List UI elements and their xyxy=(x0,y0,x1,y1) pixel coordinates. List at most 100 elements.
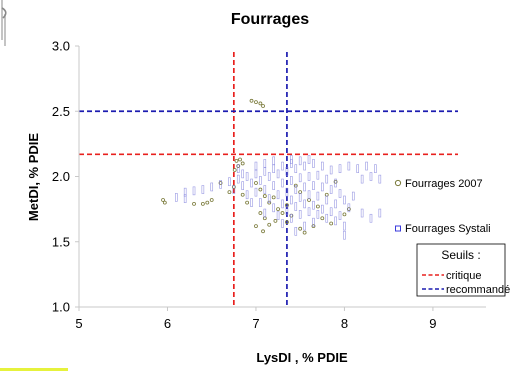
y-tick-label: 2.5 xyxy=(52,104,70,119)
point-2007 xyxy=(192,202,196,206)
point-2007 xyxy=(273,218,278,223)
point-systali xyxy=(321,161,324,171)
point-systali xyxy=(259,198,262,207)
point-systali xyxy=(343,221,346,231)
point-2007 xyxy=(240,192,245,197)
y-tick-label: 1.0 xyxy=(52,300,70,315)
chart-title: Fourrages xyxy=(231,11,309,28)
point-2007 xyxy=(293,183,298,188)
point-systali xyxy=(325,174,329,184)
point-systali xyxy=(351,191,355,201)
point-2007 xyxy=(346,207,351,212)
point-systali xyxy=(360,208,364,218)
point-systali xyxy=(321,182,324,192)
y-tick-label: 2.0 xyxy=(52,169,70,184)
point-systali xyxy=(241,181,244,190)
point-systali xyxy=(219,180,222,189)
point-2007 xyxy=(249,98,254,103)
point-2007 xyxy=(333,179,338,184)
point-2007 xyxy=(320,216,325,221)
point-systali xyxy=(316,191,320,201)
point-systali xyxy=(236,174,240,184)
y-axis-label: MetDI, % PDIE xyxy=(26,133,41,221)
legend-label-2007: Fourrages 2007 xyxy=(405,178,483,190)
point-systali xyxy=(307,207,311,217)
legend-marker-systali xyxy=(395,225,401,232)
point-systali xyxy=(272,156,275,166)
point-systali xyxy=(347,203,351,213)
point-2007 xyxy=(258,187,263,192)
point-systali xyxy=(263,185,267,194)
point-systali xyxy=(245,190,249,200)
point-systali xyxy=(334,199,337,209)
point-systali xyxy=(378,208,382,218)
point-2007 xyxy=(298,226,303,231)
tick-labels: 5 6 7 8 9 1.0 1.5 2.0 2.5 3.0 xyxy=(52,39,437,332)
point-systali xyxy=(183,194,187,203)
point-2007 xyxy=(205,200,210,205)
point-2007 xyxy=(302,230,307,235)
point-2007 xyxy=(267,222,272,227)
point-systali xyxy=(365,161,368,171)
point-systali xyxy=(334,216,337,226)
point-systali xyxy=(259,176,262,185)
point-systali xyxy=(360,174,364,184)
point-2007 xyxy=(267,200,272,205)
point-systali xyxy=(298,156,302,166)
legend-recommande-label: recommandé xyxy=(446,284,510,296)
point-systali xyxy=(321,204,324,214)
point-systali xyxy=(303,199,306,209)
point-systali xyxy=(250,198,253,207)
point-systali xyxy=(263,208,267,218)
point-systali xyxy=(254,169,258,179)
seuils-legend-title: Seuils : xyxy=(441,248,480,262)
point-systali xyxy=(281,219,284,228)
point-systali xyxy=(307,172,311,181)
point-2007 xyxy=(254,224,258,228)
point-2007 xyxy=(315,204,320,209)
point-2007 xyxy=(285,220,289,225)
point-2007 xyxy=(238,157,242,162)
point-systali xyxy=(294,227,298,236)
point-systali xyxy=(369,213,373,223)
point-systali xyxy=(272,203,275,213)
point-2007 xyxy=(218,181,223,185)
point-systali xyxy=(316,210,320,219)
point-2007 xyxy=(261,229,265,234)
point-systali xyxy=(378,174,382,184)
point-systali xyxy=(294,202,298,211)
point-2007 xyxy=(329,221,334,226)
point-systali xyxy=(312,200,315,210)
point-systali xyxy=(281,199,284,209)
point-2007 xyxy=(280,211,285,215)
point-systali xyxy=(281,178,284,188)
point-systali xyxy=(294,164,298,173)
point-systali xyxy=(303,182,306,192)
data-points xyxy=(161,98,382,240)
point-systali xyxy=(369,172,373,181)
point-systali xyxy=(285,187,289,197)
point-systali xyxy=(276,169,280,179)
point-systali xyxy=(325,195,329,205)
point-2007 xyxy=(271,195,276,200)
point-systali xyxy=(228,177,231,187)
point-systali xyxy=(201,185,205,194)
point-2007 xyxy=(162,200,167,205)
point-systali xyxy=(356,164,360,173)
point-systali xyxy=(272,181,275,190)
point-systali xyxy=(338,164,342,173)
point-systali xyxy=(334,178,337,188)
x-tick-label: 7 xyxy=(252,316,259,331)
point-2007 xyxy=(258,211,263,215)
point-systali xyxy=(329,207,333,217)
point-systali xyxy=(254,187,258,197)
point-2007 xyxy=(254,181,258,185)
point-systali xyxy=(338,189,342,198)
point-systali xyxy=(316,170,320,180)
point-2007 xyxy=(240,161,245,166)
point-2007 xyxy=(254,100,258,105)
y-tick-label: 1.5 xyxy=(52,234,70,249)
point-systali xyxy=(298,193,302,202)
point-systali xyxy=(290,195,293,205)
